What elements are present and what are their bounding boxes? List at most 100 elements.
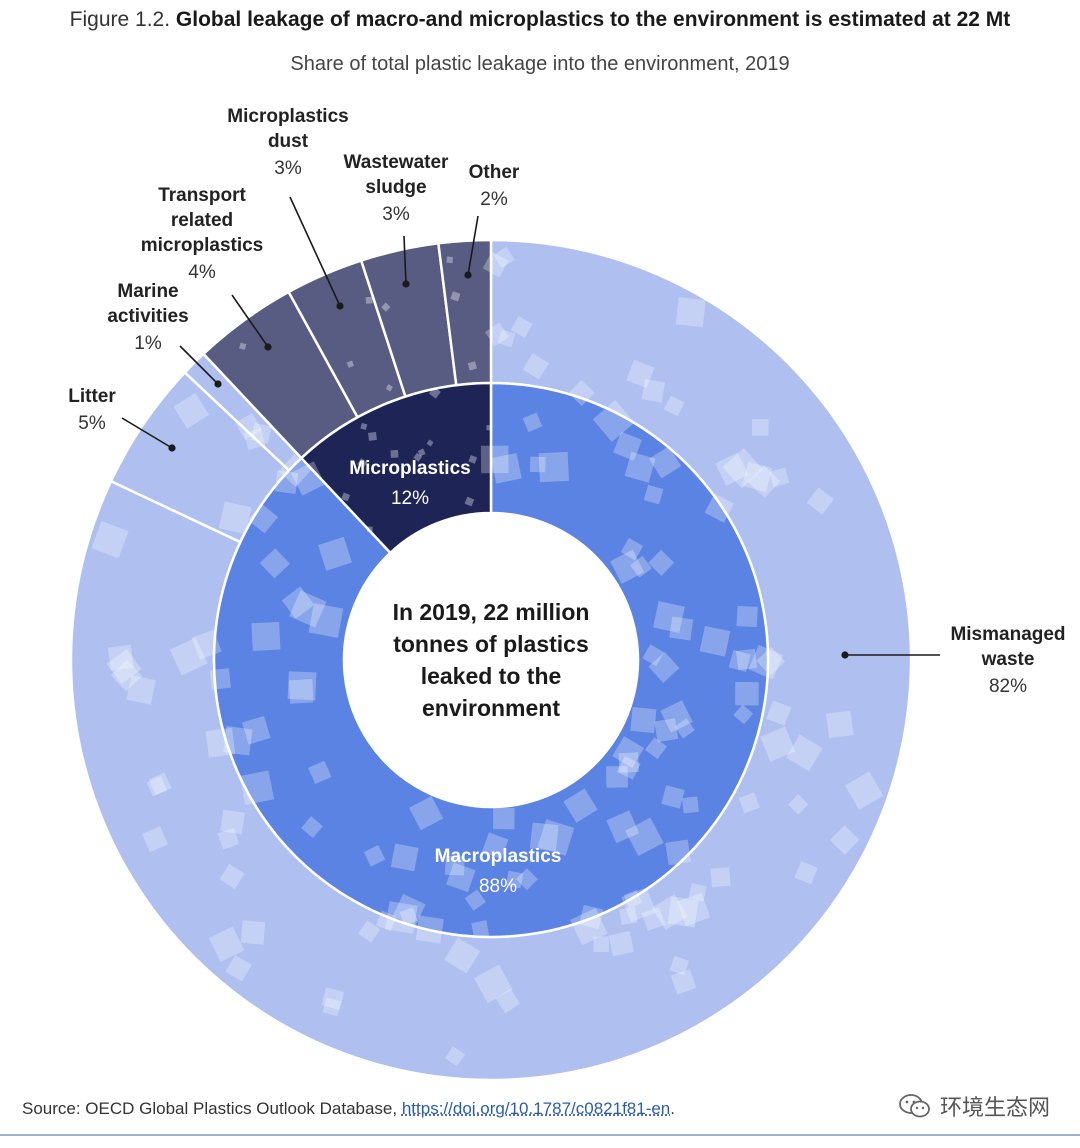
outer-pct-transport-related-microplastics: 4% (188, 262, 216, 283)
confetti-square (173, 392, 210, 429)
confetti-square (274, 470, 299, 495)
center-text-line: In 2019, 22 million (393, 599, 590, 625)
confetti-square (360, 422, 368, 430)
confetti-square (660, 700, 693, 733)
confetti-square (748, 465, 781, 498)
leader-line-marine-activities (179, 345, 219, 385)
confetti-square (563, 788, 598, 823)
confetti-square (593, 936, 610, 953)
confetti-square (641, 907, 666, 931)
confetti-square (243, 428, 266, 451)
confetti-square (756, 646, 786, 676)
confetti-square (681, 796, 699, 814)
inner-pct-microplastics: 12% (391, 488, 429, 509)
leader-line-microplastics-dust (289, 196, 341, 307)
outer-pct-other: 2% (480, 189, 508, 210)
confetti-square (623, 889, 643, 909)
inner-labels: Macroplastics 88% Microplastics 12% (349, 458, 561, 897)
source-note: Source: OECD Global Plastics Outlook Dat… (22, 1099, 675, 1119)
confetti-decoration (91, 246, 884, 1067)
confetti-square (736, 605, 758, 628)
confetti-square (505, 870, 524, 889)
confetti-square (648, 651, 680, 683)
confetti-square (649, 446, 682, 479)
center-hole (344, 513, 638, 807)
confetti-square (643, 484, 664, 505)
confetti-square (390, 449, 399, 458)
confetti-square (287, 671, 317, 701)
center-text: In 2019, 22 million tonnes of plastics lea… (393, 599, 590, 721)
confetti-square (482, 251, 509, 278)
confetti-square (710, 867, 731, 888)
inner-label-macroplastics: Macroplastics (435, 846, 562, 867)
confetti-square (301, 816, 323, 839)
confetti-square (219, 863, 245, 890)
outer-label-marine-activities: Marine (117, 281, 178, 302)
confetti-square (223, 726, 253, 756)
confetti-square (495, 988, 521, 1014)
confetti-square (467, 361, 478, 371)
confetti-square (242, 715, 271, 745)
leader-line-wastewater-sludge (403, 235, 407, 285)
confetti-square (606, 765, 628, 788)
confetti-square (225, 955, 252, 982)
confetti-square (464, 889, 486, 911)
confetti-square (91, 521, 129, 559)
confetti-square (251, 621, 281, 651)
confetti-square (752, 419, 769, 436)
confetti-square (486, 425, 492, 431)
confetti-square (529, 456, 546, 473)
sunburst-chart: In 2019, 22 million tonnes of plastics lea… (68, 106, 1066, 1082)
confetti-square (748, 644, 784, 680)
confetti-square (473, 964, 513, 1004)
confetti-square (413, 452, 423, 462)
outer-pct-mismanaged-waste: 82% (989, 676, 1027, 697)
confetti-square (341, 492, 351, 502)
confetti-square (620, 537, 644, 561)
confetti-square (399, 907, 418, 926)
confetti-square (318, 536, 352, 571)
confetti-square (741, 461, 773, 493)
outer-pct-wastewater-sludge: 3% (382, 204, 410, 225)
confetti-square (106, 649, 142, 684)
confetti-square (346, 360, 355, 368)
confetti-square (738, 792, 760, 814)
confetti-square (278, 453, 312, 488)
outer-label-mismanaged-waste: waste (981, 649, 1035, 670)
source-link[interactable]: https://doi.org/10.1787/c0821f81-en (401, 1099, 671, 1118)
confetti-square (468, 455, 478, 464)
confetti-square (357, 458, 368, 469)
leader-dot-litter (168, 444, 176, 452)
source-prefix: Source: OECD Global Plastics Outlook Dat… (22, 1099, 402, 1118)
outer-label-wastewater-sludge: Wastewater (344, 152, 449, 173)
center-text-line: leaked to the (421, 663, 562, 689)
watermark-text: 环境生态网 (939, 1095, 1050, 1120)
confetti-square (322, 997, 342, 1017)
confetti-square (529, 822, 559, 852)
confetti-square (248, 503, 279, 534)
confetti-square (385, 384, 394, 392)
outer-pct-microplastics-dust: 3% (274, 158, 302, 179)
leader-dot-marine-activities (214, 380, 222, 388)
leader-dot-other (464, 271, 472, 279)
center-text-line: tonnes of plastics (393, 631, 589, 657)
confetti-square (652, 894, 688, 931)
outer-label-other: Other (469, 162, 520, 183)
confetti-square (169, 637, 208, 676)
confetti-square (148, 772, 172, 796)
confetti-square (663, 395, 685, 417)
leader-line-transport-related-microplastics (231, 294, 269, 348)
confetti-square (826, 710, 854, 739)
confetti-square (760, 726, 796, 762)
confetti-square (308, 603, 344, 638)
confetti-square (642, 644, 665, 667)
confetti-square (426, 439, 434, 447)
confetti-square (688, 883, 707, 902)
confetti-square (493, 807, 515, 830)
confetti-square (699, 625, 731, 657)
confetti-square (497, 329, 516, 348)
confetti-square (715, 452, 749, 486)
confetti-square (510, 316, 533, 338)
confetti-square (654, 718, 679, 743)
confetti-square (308, 760, 332, 785)
